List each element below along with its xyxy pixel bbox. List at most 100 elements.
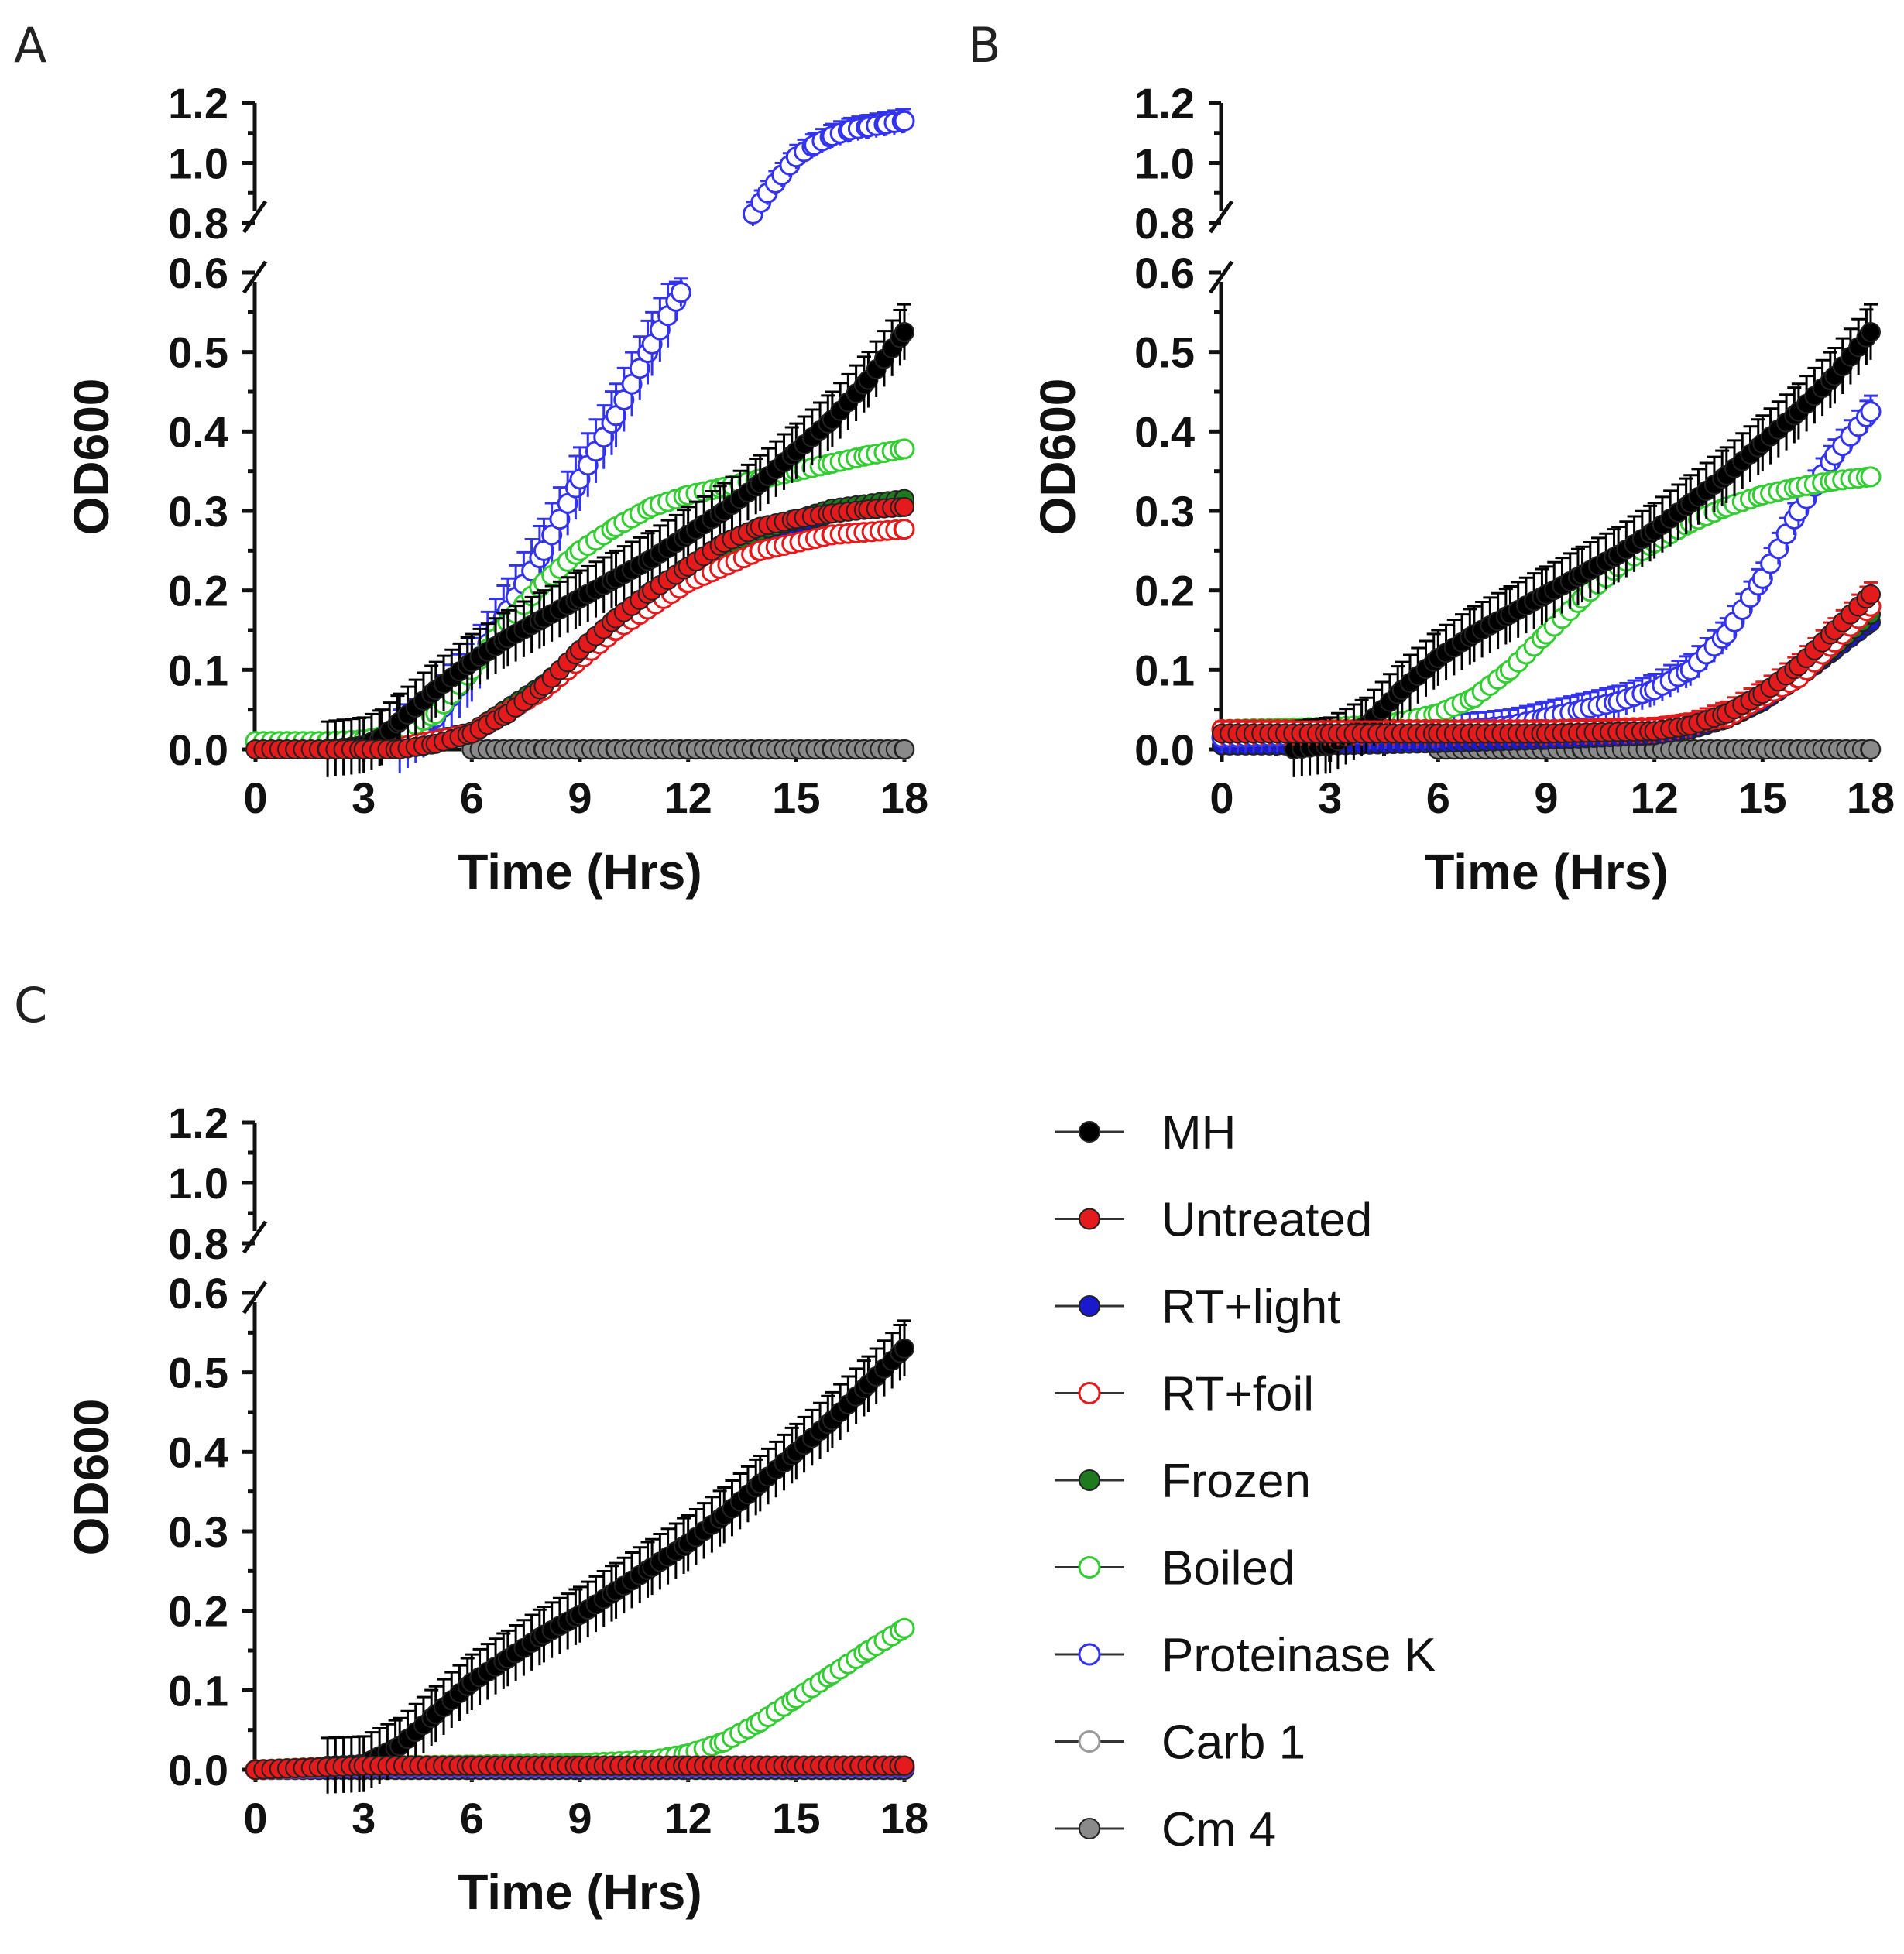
legend-label: Boiled bbox=[1161, 1542, 1295, 1596]
x-axis-title: Time (Hrs) bbox=[458, 1864, 702, 1920]
y-tick-label: 0.2 bbox=[1134, 567, 1195, 615]
legend-label: Frozen bbox=[1161, 1455, 1311, 1508]
legend-marker bbox=[1079, 1818, 1100, 1839]
panel-b: B 0 3 6 9 12 15 18 0.0 0.1 0.2 0.3 0.4 0.5 0.60.8 1.0 1.… bbox=[968, 17, 1895, 900]
axis-break-mark bbox=[242, 200, 268, 294]
y-tick-label: 0.8 bbox=[1134, 199, 1195, 248]
data-point bbox=[1860, 466, 1882, 488]
x-tick-label: 6 bbox=[460, 773, 484, 822]
y-tick-label: 0.4 bbox=[168, 407, 228, 456]
panel-letter: C bbox=[14, 977, 47, 1034]
x-tick-label: 0 bbox=[243, 773, 267, 822]
x-tick-label: 9 bbox=[568, 1794, 592, 1843]
legend-item: Untreated bbox=[1055, 1194, 1372, 1247]
axis-break-mark bbox=[1208, 200, 1234, 294]
y-tick-label: 0.0 bbox=[1134, 725, 1195, 774]
x-tick-label: 18 bbox=[880, 1794, 928, 1843]
y-tick-label: 0.1 bbox=[1134, 646, 1195, 694]
y-tick-label: 0.3 bbox=[168, 1507, 228, 1556]
y-tick-label: 0.5 bbox=[168, 1349, 228, 1397]
series-untreated bbox=[245, 496, 914, 759]
y-tick-label: 0.5 bbox=[1134, 328, 1195, 377]
data-point bbox=[670, 282, 691, 303]
legend-marker bbox=[1078, 1382, 1101, 1404]
y-axis-title: OD600 bbox=[1030, 379, 1086, 536]
y-tick-label: 0.6 bbox=[168, 1269, 228, 1318]
legend-marker bbox=[1078, 1556, 1101, 1579]
y-tick-label: 0.0 bbox=[168, 725, 228, 774]
legend-marker bbox=[1079, 1208, 1100, 1230]
legend-item: Frozen bbox=[1055, 1455, 1311, 1508]
legend-item: Cm 4 bbox=[1055, 1803, 1276, 1856]
series-boiled bbox=[245, 1617, 915, 1781]
data-point bbox=[894, 110, 915, 132]
data-point bbox=[1861, 739, 1881, 759]
legend-item: Carb 1 bbox=[1055, 1716, 1305, 1770]
data-point bbox=[894, 1617, 915, 1639]
panel-c: C 0 3 6 9 12 15 18 0.0 0.1 0.2 0.3 0.4 0.5 0.60.8 1.0 1.… bbox=[14, 977, 928, 1920]
x-tick-label: 12 bbox=[664, 1794, 712, 1843]
x-tick-label: 18 bbox=[880, 773, 928, 822]
x-tick-label: 9 bbox=[1534, 773, 1558, 822]
y-tick-label: 0.2 bbox=[168, 567, 228, 615]
x-tick-label: 3 bbox=[1318, 773, 1342, 822]
legend-label: Cm 4 bbox=[1161, 1803, 1276, 1856]
x-tick-label: 6 bbox=[460, 1794, 484, 1843]
y-tick-label: 0.4 bbox=[168, 1428, 228, 1476]
y-axis-title: OD600 bbox=[63, 1399, 119, 1556]
legend-item: Boiled bbox=[1055, 1542, 1295, 1596]
y-tick-label: 0.3 bbox=[168, 487, 228, 536]
y-tick-label: 0.1 bbox=[168, 1666, 228, 1715]
legend: MH Untreated RT+light RT+foil Frozen Boiled Pr… bbox=[1055, 1106, 1436, 1856]
legend-marker bbox=[1079, 1469, 1100, 1491]
y-axis-title: OD600 bbox=[63, 379, 119, 536]
data-point bbox=[894, 438, 915, 460]
axis-break-mark bbox=[242, 1220, 268, 1315]
panel-letter: A bbox=[14, 17, 46, 74]
series-untreated bbox=[245, 1755, 914, 1780]
y-tick-label: 1.2 bbox=[168, 1099, 228, 1147]
y-tick-label: 0.8 bbox=[168, 1219, 228, 1268]
series-cm-4 bbox=[461, 739, 914, 759]
series-mh bbox=[317, 303, 914, 777]
data-point bbox=[894, 496, 914, 517]
x-tick-label: 12 bbox=[664, 773, 712, 822]
legend-label: Proteinase K bbox=[1161, 1629, 1436, 1682]
panel-a: A 0 3 6 9 12 15 18 0.0 0.1 0.2 0.3 0.4 0.5 0.60.8 1.0 1.… bbox=[14, 17, 928, 900]
data-point bbox=[1861, 584, 1881, 605]
x-tick-label: 12 bbox=[1631, 773, 1679, 822]
x-tick-label: 0 bbox=[243, 1794, 267, 1843]
data-point bbox=[1860, 401, 1882, 423]
y-tick-label: 0.6 bbox=[1134, 249, 1195, 297]
legend-label: RT+foil bbox=[1161, 1368, 1314, 1421]
x-tick-label: 15 bbox=[772, 773, 820, 822]
data-point bbox=[894, 519, 915, 540]
x-tick-label: 6 bbox=[1426, 773, 1450, 822]
x-axis-title: Time (Hrs) bbox=[1424, 844, 1668, 900]
legend-label: Carb 1 bbox=[1161, 1716, 1305, 1770]
y-tick-label: 0.6 bbox=[168, 249, 228, 297]
y-tick-label: 0.2 bbox=[168, 1587, 228, 1636]
legend-marker bbox=[1079, 1295, 1100, 1317]
y-tick-label: 0.4 bbox=[1134, 407, 1195, 456]
series-untreated bbox=[1212, 581, 1881, 746]
legend-item: Proteinase K bbox=[1055, 1629, 1436, 1682]
series-mh bbox=[317, 1319, 914, 1794]
y-tick-label: 0.3 bbox=[1134, 487, 1195, 536]
data-point bbox=[1861, 322, 1881, 342]
legend-label: MH bbox=[1161, 1106, 1236, 1160]
legend-marker bbox=[1078, 1730, 1101, 1753]
y-tick-label: 1.0 bbox=[168, 1159, 228, 1208]
y-tick-label: 0.1 bbox=[168, 646, 228, 694]
x-tick-label: 18 bbox=[1847, 773, 1895, 822]
x-tick-label: 9 bbox=[568, 773, 592, 822]
y-tick-label: 0.8 bbox=[168, 199, 228, 248]
series-proteinase-k bbox=[742, 108, 915, 226]
legend-label: Untreated bbox=[1161, 1194, 1372, 1247]
x-tick-label: 15 bbox=[772, 1794, 820, 1843]
y-tick-label: 0.5 bbox=[168, 328, 228, 377]
x-tick-label: 0 bbox=[1209, 773, 1233, 822]
legend-item: RT+foil bbox=[1055, 1368, 1314, 1421]
data-point bbox=[894, 739, 914, 759]
